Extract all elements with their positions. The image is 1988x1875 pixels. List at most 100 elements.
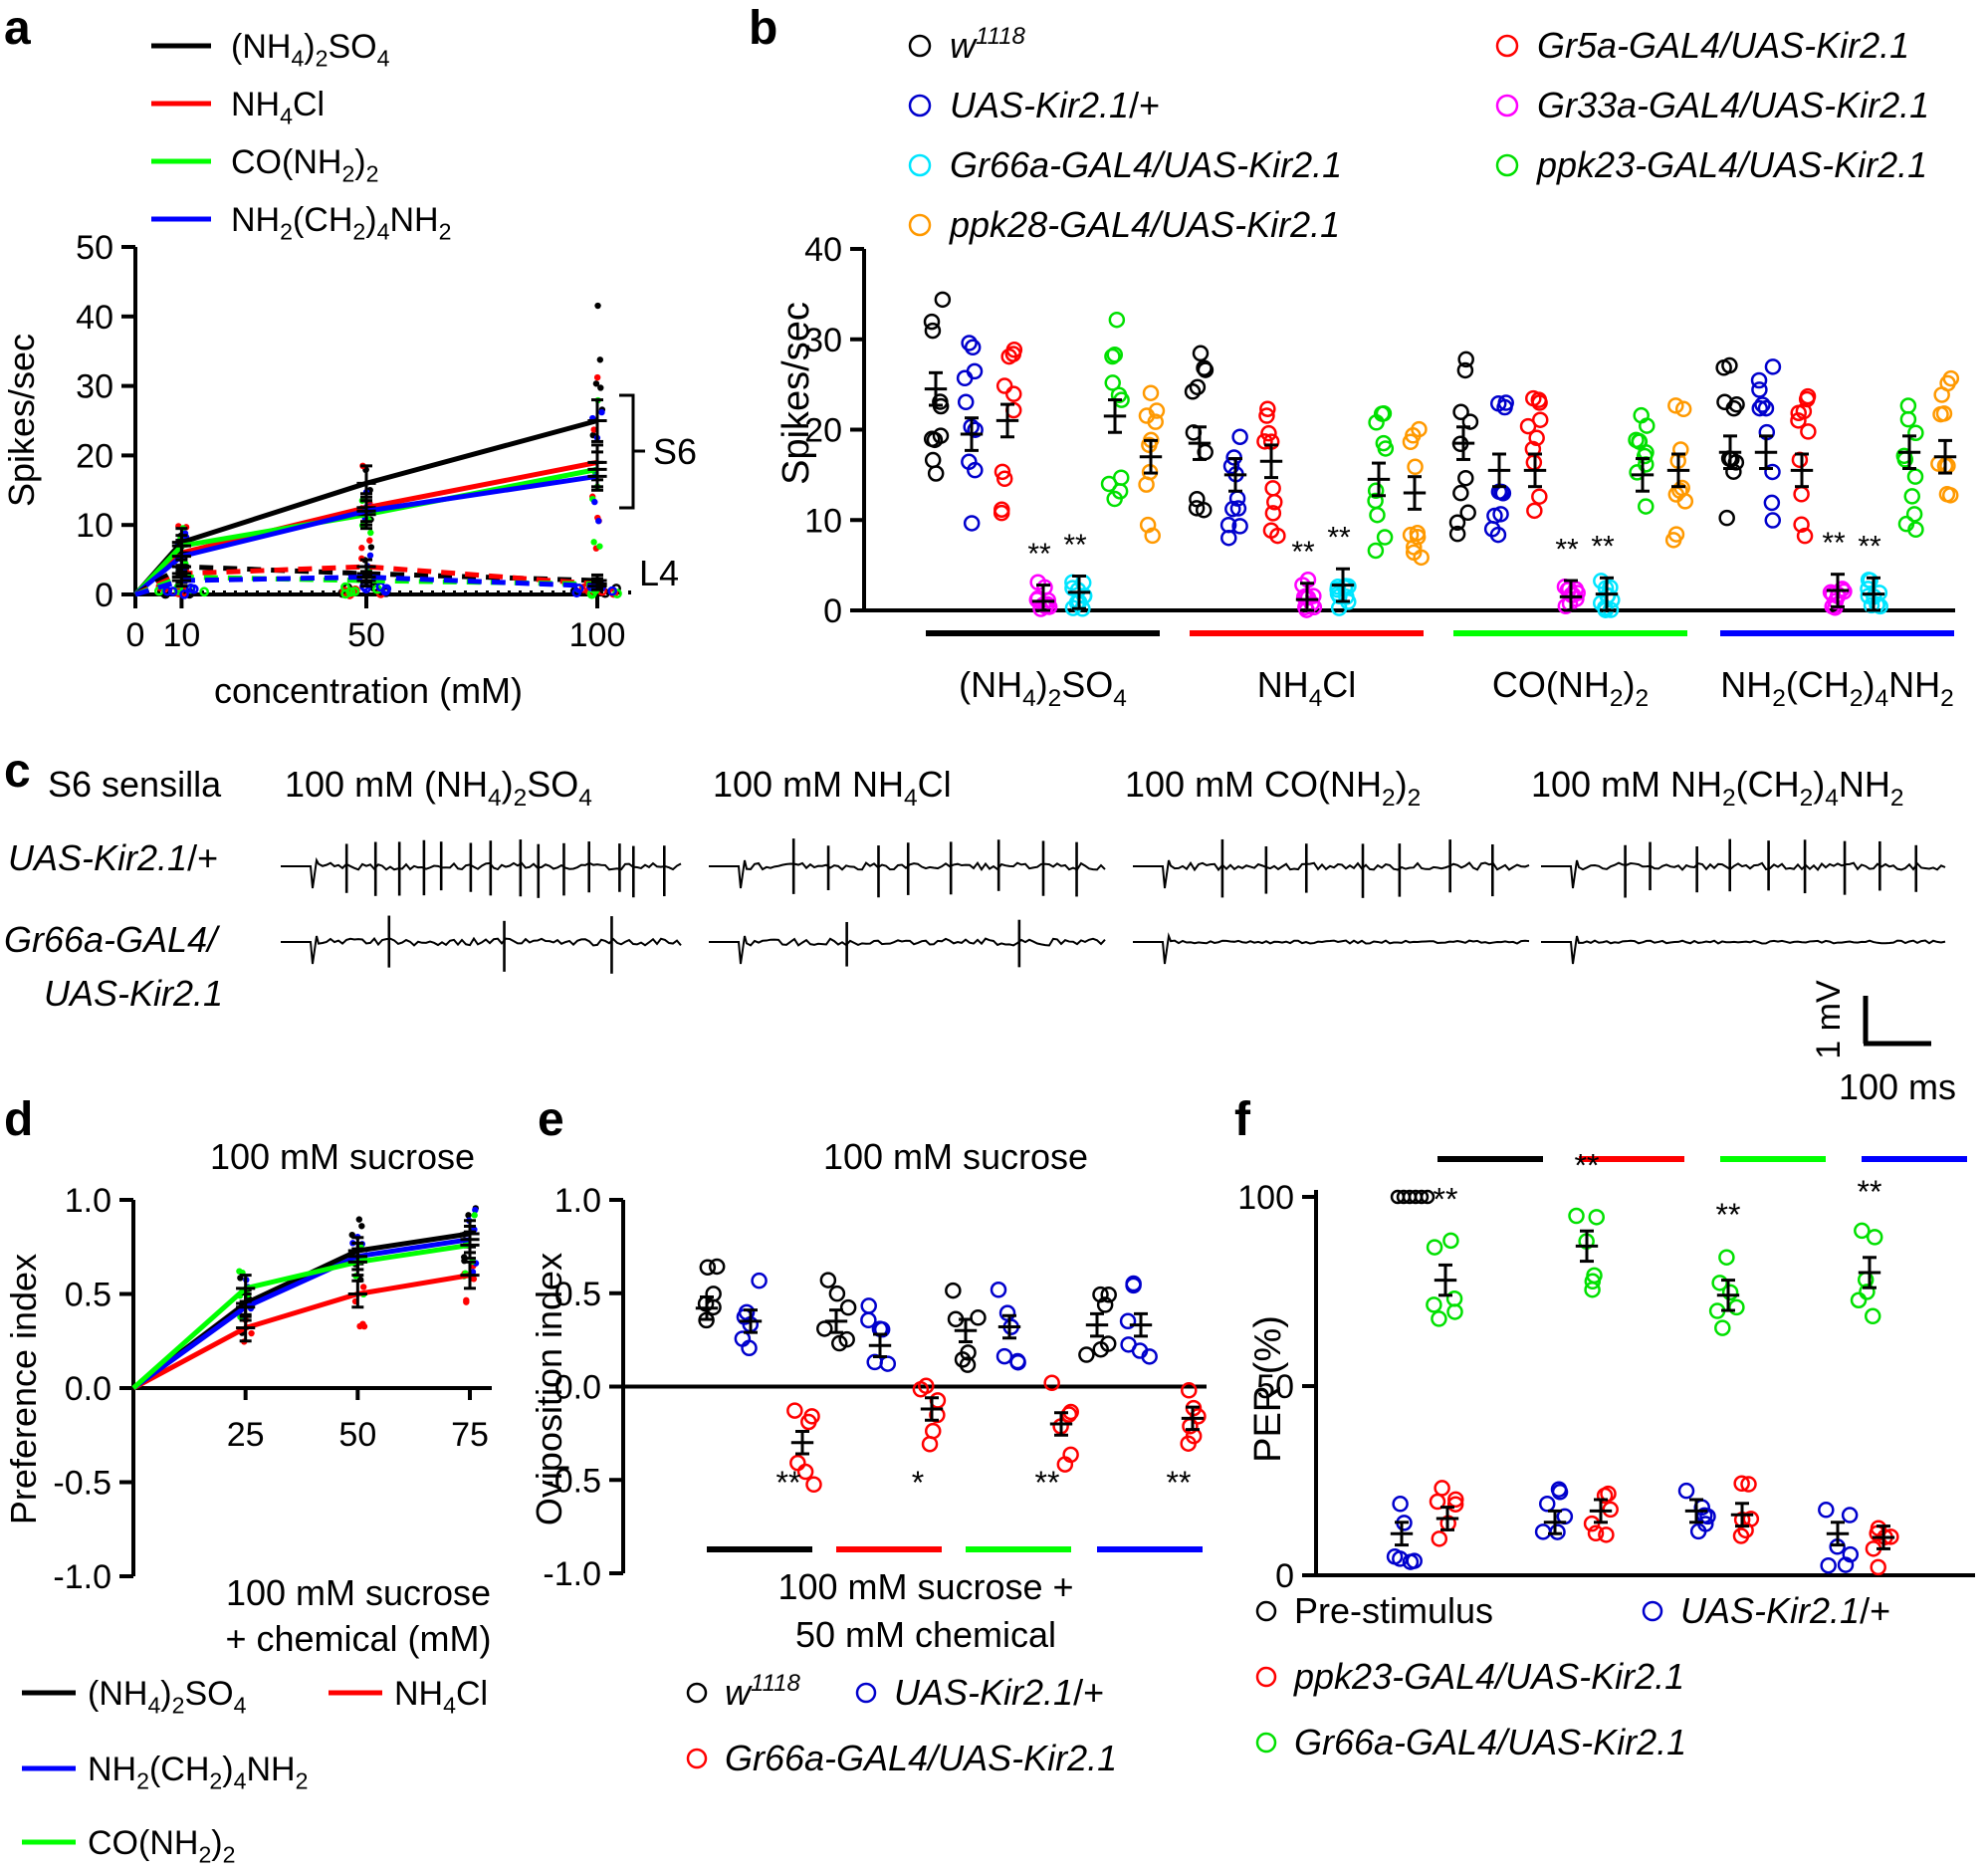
dot-b: [1258, 407, 1275, 424]
dot-b: [1111, 483, 1129, 500]
dot-f-gr66a: [1850, 1291, 1868, 1308]
text-span: NH: [389, 201, 438, 239]
x-tick-label: 75: [451, 1416, 489, 1454]
dot-f-gr66a: [1588, 1209, 1605, 1226]
legend-marker: [908, 94, 932, 117]
y-tick-label: 0.0: [554, 1369, 601, 1407]
dot-d: [470, 1276, 478, 1283]
dot-b: [1369, 506, 1386, 524]
subscript: 2: [136, 1768, 149, 1794]
strain-name: Gr66a-GAL4: [1294, 1722, 1497, 1762]
strain-rest: /UAS-Kir2.1: [925, 1738, 1117, 1778]
text-span: (NH: [959, 664, 1022, 705]
strain-rest: /UAS-Kir2.1: [1148, 204, 1340, 245]
strain-rest: /+: [187, 837, 218, 878]
dot-f-gr66a: [1728, 1298, 1745, 1316]
subscript: 2: [1382, 785, 1396, 812]
dot-b: [1452, 403, 1469, 421]
sig-mark: **: [1027, 538, 1051, 571]
dot-e: [1141, 1348, 1158, 1365]
subscript: 2: [280, 219, 293, 245]
strain-rest: /UAS-Kir2.1: [1150, 144, 1342, 185]
dot-b: [1750, 371, 1768, 389]
dot-e: [1092, 1286, 1109, 1303]
text-span: NH: [88, 1751, 136, 1788]
dot-b: [1725, 463, 1742, 480]
dot-d: [248, 1329, 255, 1337]
subscript: 4: [1825, 785, 1839, 812]
text-span: SO: [328, 28, 376, 66]
text-span: (CH: [149, 1751, 209, 1788]
dot-b: [1409, 529, 1427, 546]
strain-name: Gr5a-GAL4: [1537, 25, 1720, 66]
text-span: NH: [231, 201, 280, 239]
dot-b: [1367, 542, 1385, 560]
legend-marker: [686, 1748, 708, 1769]
dot-l4: [185, 583, 196, 593]
dot-b: [1368, 414, 1385, 431]
legend-marker: [1255, 1600, 1277, 1622]
text-span: CO(NH: [88, 1824, 198, 1862]
dot-b: [1798, 390, 1816, 408]
superscript: 1118: [976, 23, 1025, 50]
dot-b: [1721, 356, 1738, 374]
dot-s6: [358, 545, 365, 552]
text-span: ): [1813, 764, 1825, 805]
dot-b: [1793, 516, 1810, 534]
subscript: 2: [1940, 685, 1954, 712]
dot-prestim: [1414, 1189, 1430, 1205]
dot-d: [472, 1206, 479, 1214]
legend-label-0: (NH4​)2​SO4​: [88, 1675, 247, 1719]
x-tick-label: 10: [162, 616, 200, 654]
sig-mark: **: [1063, 529, 1087, 562]
dot-b: [1764, 463, 1781, 481]
dot-b: [1461, 413, 1479, 430]
dot-b: [923, 313, 941, 331]
series-line: [133, 564, 598, 597]
y-axis-label: Oviposition index: [529, 1253, 569, 1525]
dot-e: [805, 1476, 822, 1494]
text-span: (NH: [88, 1675, 147, 1713]
dot-e: [789, 1454, 806, 1472]
dot-e: [918, 1377, 935, 1395]
text-span: SO: [184, 1675, 233, 1713]
legend-label-Gr66a-GAL4: Gr66a-GAL4/UAS-Kir2.1: [950, 144, 1342, 185]
dot-e: [998, 1304, 1016, 1321]
dot-s6: [595, 518, 602, 525]
dot-b: [967, 421, 984, 438]
dot-b: [1676, 493, 1694, 510]
column-header-3: 100 mM NH2​(CH2​)4​NH2​: [1531, 764, 1903, 812]
dot-d: [355, 1216, 363, 1223]
dot-b: [1336, 579, 1354, 596]
dot-f-gr66a: [1718, 1249, 1735, 1266]
legend-label-w: w1118: [950, 23, 1025, 66]
x-axis-label-1: 100 mM sucrose +: [777, 1566, 1073, 1607]
dot-b: [1493, 483, 1510, 501]
dot-b: [1405, 427, 1422, 444]
dot-b: [963, 515, 981, 532]
trace: [1133, 932, 1530, 965]
legend-label-ppk23-GAL4: ppk23-GAL4/UAS-Kir2.1: [1536, 144, 1927, 185]
trace: [1541, 859, 1946, 889]
y-tick-label: 10: [804, 502, 842, 540]
strain-name: Pre-stimulus: [1294, 1590, 1493, 1631]
dot-b: [1863, 596, 1880, 614]
group-label-1: NH4​Cl: [1257, 664, 1357, 712]
y-tick-label: 20: [804, 412, 842, 450]
x-tick-label: 100: [569, 616, 626, 654]
y-tick-label: 30: [76, 368, 113, 406]
dot-b: [1259, 400, 1276, 417]
legend-label-0: Pre-stimulus: [1294, 1590, 1493, 1631]
dot-b: [1793, 486, 1810, 503]
strain-rest: /UAS-Kir2.1: [1494, 1722, 1686, 1762]
dot-b: [995, 377, 1013, 394]
dot-e: [921, 1435, 939, 1453]
dot-s6: [598, 408, 605, 416]
x-axis-label-2: + chemical (mM): [225, 1618, 491, 1659]
dot-f-gr66a: [1446, 1303, 1463, 1320]
dot-b: [957, 393, 975, 411]
y-tick-label: 30: [804, 322, 842, 359]
text-span: Cl: [456, 1675, 488, 1713]
legend-marker: [686, 1682, 708, 1704]
dot-f-gr66a: [1864, 1307, 1881, 1325]
